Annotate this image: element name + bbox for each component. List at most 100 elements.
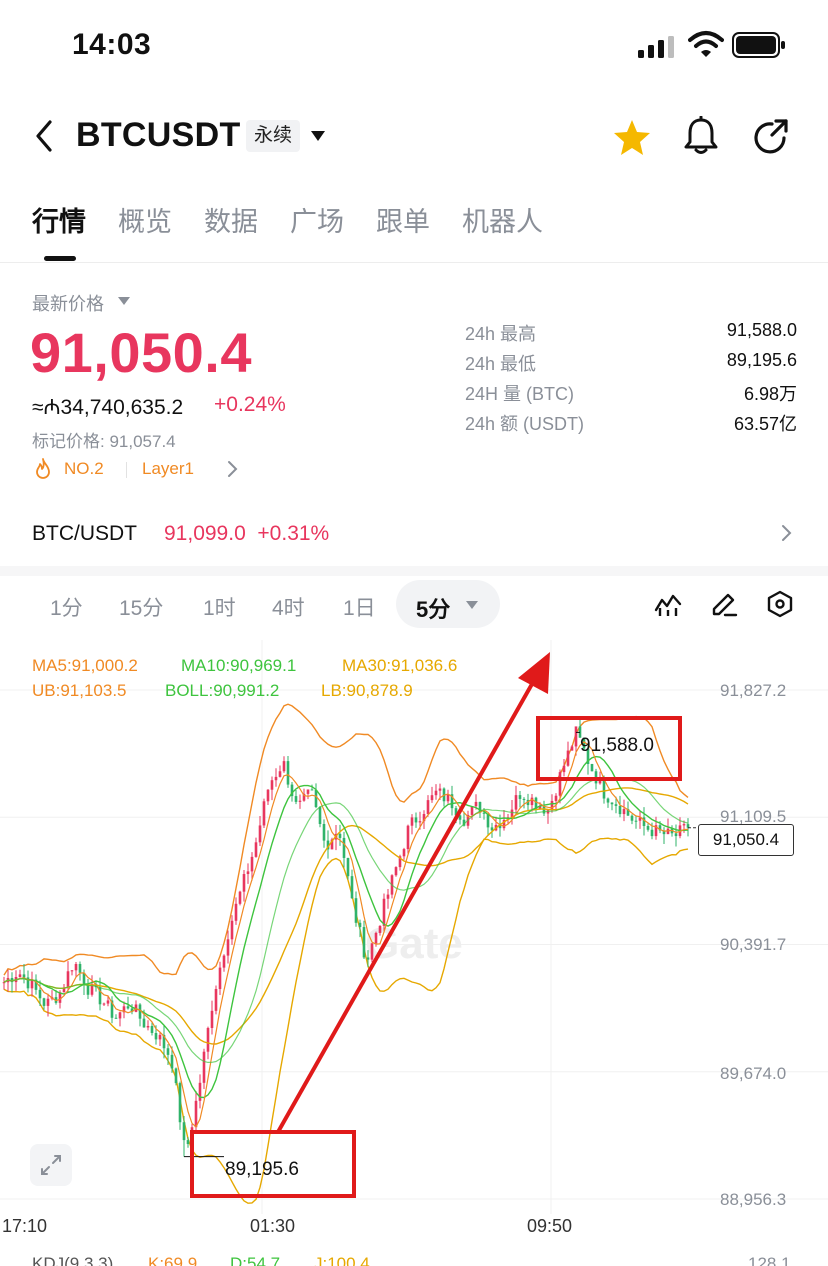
high-price-label: 91,588.0	[580, 735, 654, 756]
candle-body	[322, 824, 326, 841]
candle-body	[262, 801, 266, 826]
spot-pair-link[interactable]: BTC/USDT	[32, 522, 137, 545]
candle-body	[214, 989, 218, 1011]
candle-body	[34, 979, 38, 990]
back-icon[interactable]	[30, 118, 60, 154]
current-price-marker: 91,050.4	[698, 824, 794, 856]
candle-body	[538, 806, 542, 809]
ub-value: UB:91,103.5	[32, 681, 127, 700]
expand-icon	[41, 1155, 61, 1175]
candle-body	[586, 748, 590, 764]
settings-hexagon-icon[interactable]	[766, 590, 794, 618]
candle-body	[98, 987, 102, 1005]
chevron-right-icon[interactable]	[226, 460, 238, 478]
candle-body	[286, 761, 290, 785]
pair-dropdown-icon[interactable]	[310, 130, 326, 142]
tab-data[interactable]: 数据	[204, 207, 258, 237]
timeframe-15m[interactable]: 15分	[119, 597, 164, 620]
caret-down-icon[interactable]	[466, 601, 478, 610]
candle-body	[58, 992, 62, 1003]
candle-body	[146, 1025, 150, 1028]
stat-high: 24h 最高 91,588.0	[465, 320, 797, 346]
candle-body	[258, 825, 262, 843]
candle-body	[26, 977, 30, 989]
spot-last: 91,099.0	[164, 522, 246, 545]
candle-body	[62, 987, 66, 993]
high-highlight-box	[536, 716, 682, 781]
share-icon[interactable]	[752, 118, 790, 156]
candle-body	[266, 789, 270, 802]
candle-body	[86, 985, 90, 995]
candle-body	[570, 746, 574, 751]
pair-title[interactable]: BTCUSDT	[76, 116, 241, 154]
stat-turnover: 24h 额 (USDT) 63.57亿	[465, 410, 797, 436]
candle-body	[22, 974, 26, 978]
favorite-star-icon[interactable]	[612, 118, 652, 156]
candle-body	[650, 829, 654, 837]
candle-body	[110, 1000, 114, 1018]
candle-body	[558, 772, 562, 796]
candle-body	[430, 795, 434, 801]
candle-body	[182, 1122, 186, 1141]
candle-body	[30, 979, 34, 989]
candle-body	[338, 833, 342, 838]
rank-tag[interactable]: NO.2	[64, 459, 104, 478]
candle-body	[374, 932, 378, 944]
candle-body	[502, 819, 506, 829]
candle-body	[682, 824, 686, 826]
timeframe-4h[interactable]: 4时	[272, 597, 305, 620]
stat-low: 24h 最低 89,195.6	[465, 350, 797, 376]
tab-overview[interactable]: 概览	[118, 207, 172, 237]
candle-body	[122, 1006, 126, 1013]
candle-body	[522, 798, 526, 800]
candle-body	[290, 784, 294, 797]
candle-body	[238, 891, 242, 904]
candle-body	[234, 903, 238, 921]
boll-mid-line	[3, 778, 689, 1064]
bell-icon[interactable]	[682, 116, 720, 156]
candle-body	[486, 813, 490, 828]
candle-body	[102, 1003, 106, 1005]
timeframe-1m[interactable]: 1分	[50, 597, 83, 620]
candle-body	[18, 974, 22, 977]
fullscreen-button[interactable]	[30, 1144, 72, 1186]
latest-price-label[interactable]: 最新价格	[32, 294, 104, 314]
tab-market[interactable]: 行情	[32, 207, 86, 237]
chevron-right-icon[interactable]	[780, 524, 792, 542]
tab-bots[interactable]: 机器人	[462, 207, 543, 237]
candle-body	[66, 971, 70, 988]
candle-body	[198, 1082, 202, 1101]
tab-square[interactable]: 广场	[290, 207, 344, 237]
candle-body	[138, 1004, 142, 1019]
candle-body	[414, 817, 418, 823]
candle-body	[270, 780, 274, 790]
timeframe-1d[interactable]: 1日	[343, 597, 376, 620]
candle-body	[562, 765, 566, 773]
price-type-caret-icon[interactable]	[118, 297, 130, 306]
indicator-icon[interactable]	[654, 590, 682, 618]
timeframe-selector[interactable]	[396, 580, 500, 628]
kdj-k: K:69.9	[148, 1254, 198, 1266]
candle-body	[10, 978, 14, 983]
candle-body	[402, 849, 406, 857]
candle-body	[518, 795, 522, 799]
kdj-label: KDJ(9,3,3)	[32, 1254, 114, 1266]
draw-pen-icon[interactable]	[710, 590, 738, 618]
timeframe-1h[interactable]: 1时	[203, 597, 236, 620]
candle-body	[642, 817, 646, 826]
candle-body	[510, 809, 514, 818]
trend-arrow-head	[518, 652, 550, 694]
candle-body	[150, 1025, 154, 1034]
candle-body	[278, 771, 282, 777]
timeframe-active[interactable]: 5分	[416, 597, 451, 622]
candle-body	[630, 815, 634, 821]
stat-label: 24h 最低	[465, 354, 537, 374]
candle-body	[618, 805, 622, 815]
candle-body	[426, 800, 430, 815]
tab-copy-trading[interactable]: 跟单	[376, 207, 430, 237]
candle-body	[206, 1028, 210, 1052]
sector-tag[interactable]: Layer1	[142, 459, 194, 478]
candle-body	[78, 964, 82, 973]
kline-chart[interactable]: Gate	[0, 640, 828, 1266]
kdj-j: J:100.4	[314, 1254, 370, 1266]
